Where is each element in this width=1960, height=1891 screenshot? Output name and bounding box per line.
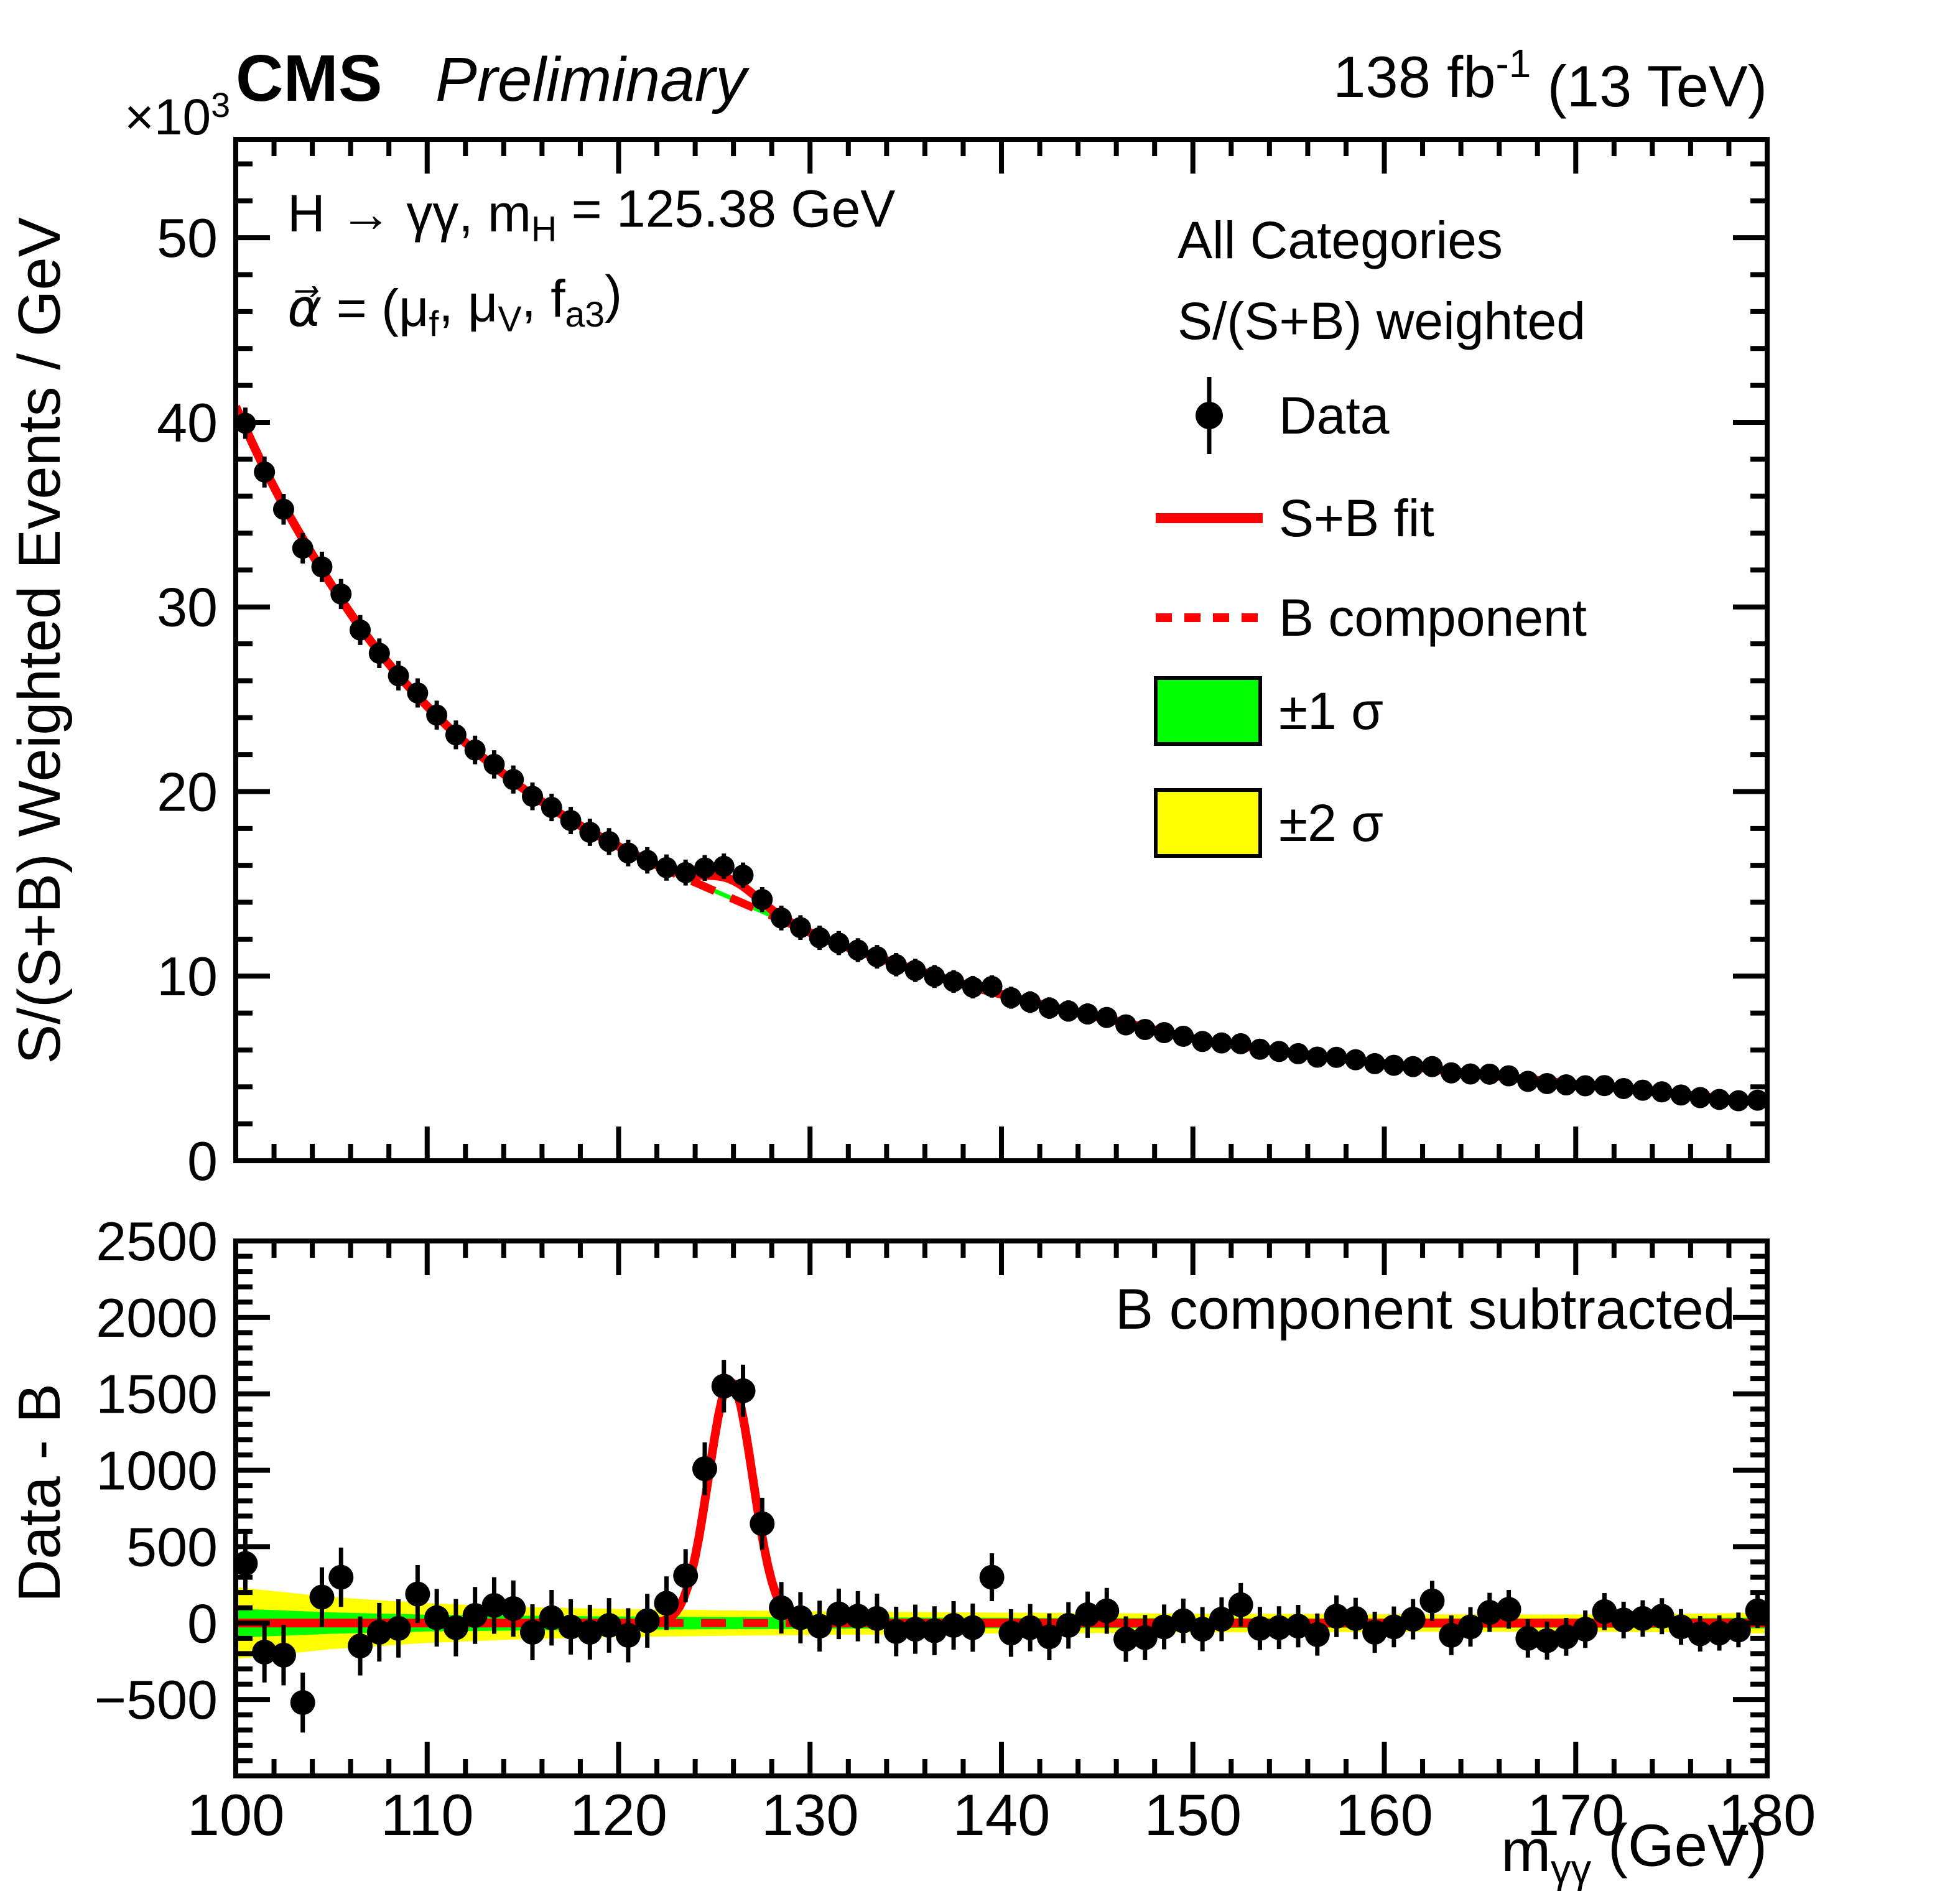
legend-item-b-component: B component xyxy=(1156,588,1587,647)
ratio-note: B component subtracted xyxy=(1115,1278,1735,1341)
ratio-ytick-labels: −500 0 500 1000 1500 2000 2500 xyxy=(95,1210,218,1731)
svg-text:180: 180 xyxy=(1719,1782,1816,1847)
yellow-band-icon xyxy=(1154,788,1262,858)
svg-text:110: 110 xyxy=(381,1782,474,1847)
ratio-axis-ticks xyxy=(233,1238,1770,1778)
figure-titles: CMS Preliminary 138 fb-1 (13 TeV) ×103 S… xyxy=(6,41,1767,1891)
legend-item-label: ±1 σ xyxy=(1279,682,1383,740)
preliminary-label: Preliminary xyxy=(435,45,750,114)
main-panel: 0 10 20 30 40 50 xyxy=(157,137,1770,1192)
legend-item-data: Data xyxy=(1196,377,1390,454)
ratio-panel: −500 0 500 1000 1500 2000 2500 100 110 120 130 140… xyxy=(95,1210,1816,1847)
svg-text:50: 50 xyxy=(157,207,218,269)
svg-text:1000: 1000 xyxy=(96,1440,218,1502)
svg-text:0: 0 xyxy=(187,1592,218,1654)
svg-text:30: 30 xyxy=(157,577,218,638)
legend-items: Data S+B fit B component ±1 σ ±2 σ xyxy=(1154,377,1587,858)
legend: All Categories S/(S+B) weighted Data S+B … xyxy=(1154,211,1587,858)
svg-text:120: 120 xyxy=(570,1782,667,1847)
cms-label: CMS xyxy=(236,42,383,115)
svg-text:40: 40 xyxy=(157,392,218,453)
svg-text:10: 10 xyxy=(157,946,218,1007)
ratio-y-axis-title: Data - B xyxy=(6,1383,73,1602)
physics-annotation: H → γγ, mH = 125.38 GeV α⃗ = (μf, μV, fa… xyxy=(287,179,895,344)
x-tick-labels: 100 110 120 130 140 150 160 170 180 xyxy=(187,1782,1816,1847)
y-axis-multiplier: ×103 xyxy=(124,86,230,146)
svg-text:150: 150 xyxy=(1144,1782,1242,1847)
legend-item-s-b-fit: S+B fit xyxy=(1156,489,1434,547)
legend-item--2-: ±2 σ xyxy=(1154,788,1383,858)
ratio-fit-curves xyxy=(236,1376,1767,1628)
svg-text:130: 130 xyxy=(761,1782,859,1847)
main-data-points xyxy=(236,407,1767,1112)
svg-text:500: 500 xyxy=(126,1516,218,1577)
svg-text:2000: 2000 xyxy=(96,1287,218,1349)
main-ytick-labels: 0 10 20 30 40 50 xyxy=(157,207,218,1192)
legend-item-label: S+B fit xyxy=(1279,489,1434,547)
svg-text:20: 20 xyxy=(157,761,218,822)
svg-text:170: 170 xyxy=(1527,1782,1625,1847)
legend-item-label: ±2 σ xyxy=(1279,794,1383,852)
svg-text:100: 100 xyxy=(187,1782,285,1847)
luminosity-label: 138 fb-1 (13 TeV) xyxy=(1333,41,1767,119)
svg-text:140: 140 xyxy=(953,1782,1051,1847)
legend-header-categories: All Categories xyxy=(1177,211,1503,269)
legend-item-label: Data xyxy=(1279,386,1390,445)
svg-text:0: 0 xyxy=(187,1130,218,1192)
legend-item-label: B component xyxy=(1279,588,1587,647)
green-band-icon xyxy=(1154,676,1262,746)
annotation-alpha: α⃗ = (μf, μV, fa3) xyxy=(287,264,622,344)
annotation-process: H → γγ, mH = 125.38 GeV xyxy=(287,179,895,249)
ratio-data-points xyxy=(236,1360,1767,1733)
svg-text:1500: 1500 xyxy=(96,1364,218,1425)
main-axis-ticks xyxy=(233,139,1770,1163)
svg-text:−500: −500 xyxy=(95,1669,218,1731)
main-y-axis-title: S/(S+B) Weighted Events / GeV xyxy=(6,217,73,1064)
svg-text:160: 160 xyxy=(1335,1782,1433,1847)
x-axis-title: mγγ (GeV) xyxy=(1501,1812,1767,1891)
svg-text:2500: 2500 xyxy=(96,1210,218,1272)
legend-header-weighted: S/(S+B) weighted xyxy=(1177,292,1586,350)
legend-item--1-: ±1 σ xyxy=(1154,676,1383,746)
